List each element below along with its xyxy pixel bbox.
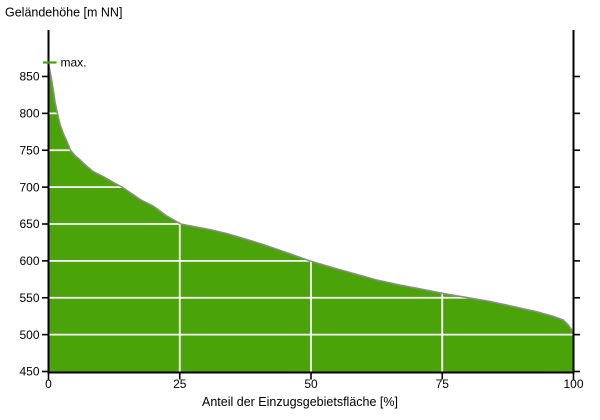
x-tick-label: 75 [436, 377, 450, 391]
y-tick-label: 550 [19, 291, 39, 305]
y-tick-label: 500 [19, 328, 39, 342]
y-tick-label: 650 [19, 217, 39, 231]
x-tick-label: 25 [173, 377, 187, 391]
x-tick-label: 100 [563, 377, 583, 391]
chart-title: Geländehöhe [m NN] [5, 6, 122, 20]
x-axis-label: Anteil der Einzugsgebietsfläche [%] [202, 395, 398, 409]
y-tick-label: 750 [19, 143, 39, 157]
y-tick-label: 600 [19, 254, 39, 268]
y-tick-label: 850 [19, 70, 39, 84]
max-label: max. [61, 55, 87, 69]
y-tick-label: 450 [19, 365, 39, 379]
y-tick-label: 700 [19, 180, 39, 194]
x-tick-label: 50 [304, 377, 318, 391]
x-tick-label: 0 [45, 377, 52, 391]
y-tick-label: 800 [19, 107, 39, 121]
chart-dynamic-layer: 450 500 550 600 650 700 750 800 850 0 25 50 75 100 [19, 30, 584, 391]
hypsometric-curve-line [47, 62, 575, 335]
